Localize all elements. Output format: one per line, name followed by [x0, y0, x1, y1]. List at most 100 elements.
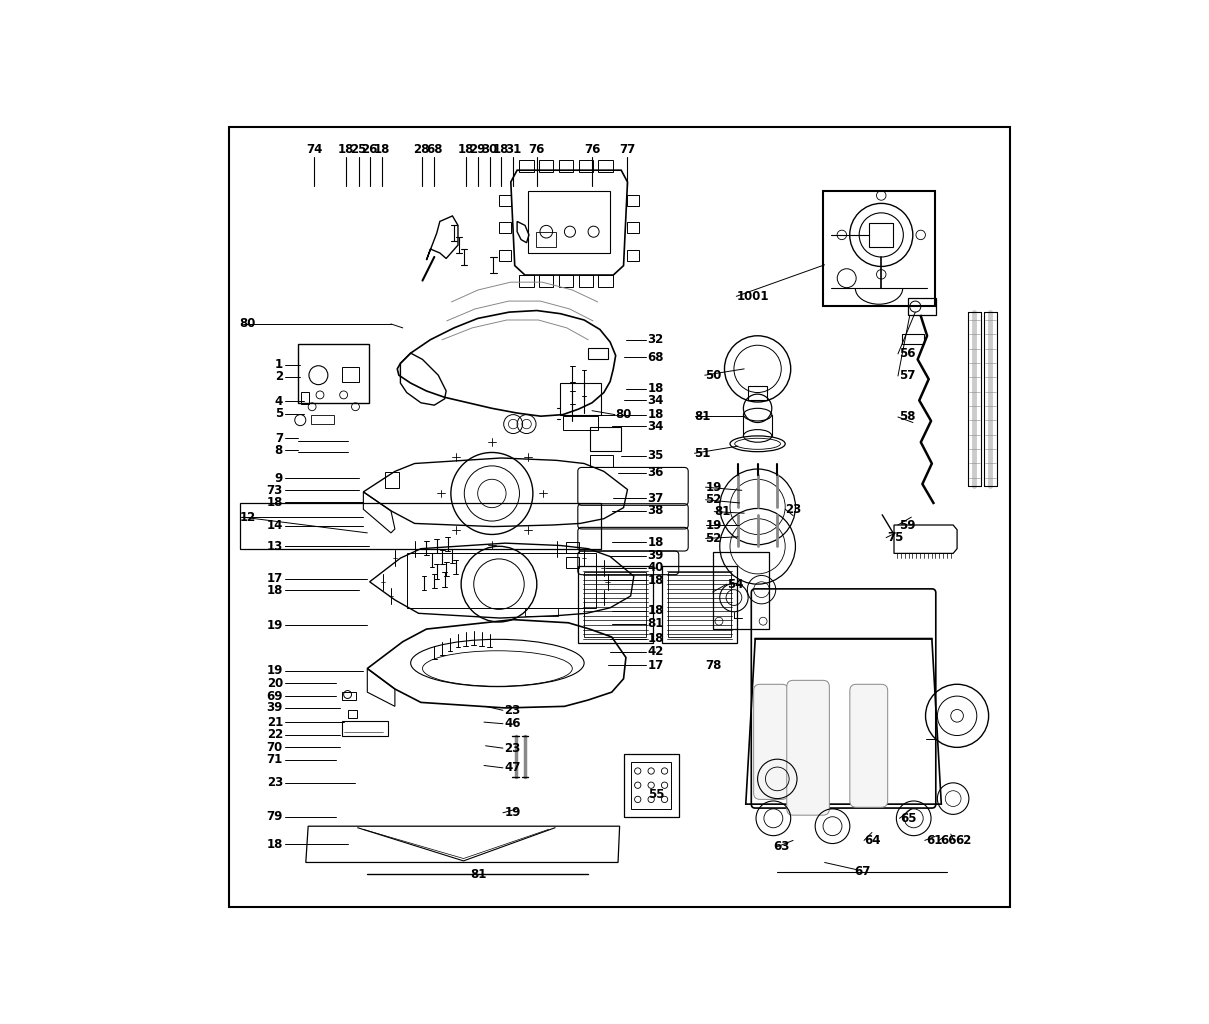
Bar: [624, 754, 678, 817]
Text: 40: 40: [647, 561, 664, 574]
Text: 23: 23: [267, 776, 283, 790]
Text: 19: 19: [706, 480, 722, 494]
Text: 5: 5: [274, 408, 283, 420]
Text: 71: 71: [267, 754, 283, 767]
Text: 9: 9: [274, 472, 283, 485]
Text: 81: 81: [694, 410, 711, 423]
Text: 67: 67: [855, 865, 870, 879]
Bar: [342, 692, 357, 700]
Bar: [563, 416, 598, 430]
Text: 18: 18: [647, 632, 664, 645]
Bar: [347, 711, 357, 718]
Bar: [669, 572, 730, 637]
Text: 18: 18: [493, 142, 509, 156]
Bar: [588, 347, 608, 359]
Text: 34: 34: [647, 394, 664, 407]
Text: 36: 36: [647, 467, 664, 479]
Bar: [406, 553, 596, 608]
Text: 61: 61: [926, 834, 943, 847]
Text: 17: 17: [647, 658, 664, 672]
Text: 59: 59: [899, 518, 916, 531]
Bar: [908, 298, 936, 315]
Text: 70: 70: [267, 740, 283, 754]
Bar: [598, 160, 613, 172]
Text: 30: 30: [481, 142, 498, 156]
Text: 19: 19: [706, 518, 722, 531]
Text: 54: 54: [727, 578, 744, 591]
Text: 1001: 1001: [736, 290, 769, 303]
Text: 79: 79: [266, 810, 283, 823]
Bar: [598, 275, 613, 287]
Text: 14: 14: [266, 519, 283, 532]
Text: 18: 18: [647, 382, 664, 395]
Bar: [590, 455, 613, 467]
Text: 58: 58: [899, 411, 916, 424]
Text: 80: 80: [615, 409, 631, 421]
Text: 68: 68: [647, 350, 664, 364]
Bar: [384, 472, 399, 488]
FancyBboxPatch shape: [753, 684, 788, 800]
Text: 78: 78: [705, 658, 721, 672]
Bar: [566, 542, 579, 553]
Text: 19: 19: [266, 618, 283, 632]
Bar: [579, 275, 592, 287]
Bar: [520, 160, 533, 172]
Text: 77: 77: [619, 142, 636, 156]
FancyBboxPatch shape: [787, 680, 829, 815]
Text: 20: 20: [267, 677, 283, 690]
Text: 23: 23: [504, 703, 521, 717]
Text: 1: 1: [274, 358, 283, 372]
Bar: [525, 608, 559, 615]
Text: 31: 31: [505, 142, 521, 156]
Text: 39: 39: [266, 701, 283, 715]
Bar: [239, 503, 601, 549]
Bar: [539, 160, 554, 172]
Bar: [869, 223, 893, 247]
Text: 46: 46: [504, 717, 521, 730]
Bar: [566, 557, 579, 567]
Text: 25: 25: [351, 142, 366, 156]
Bar: [712, 552, 769, 629]
Bar: [578, 566, 653, 643]
Text: 66: 66: [941, 834, 958, 847]
Bar: [627, 222, 640, 233]
Text: 34: 34: [647, 420, 664, 433]
Text: 73: 73: [267, 483, 283, 497]
Text: 65: 65: [901, 812, 916, 824]
Text: 23: 23: [504, 741, 521, 755]
Text: 74: 74: [306, 142, 323, 156]
Text: 18: 18: [647, 409, 664, 421]
Text: 56: 56: [899, 347, 916, 360]
Text: 80: 80: [239, 317, 256, 331]
Bar: [902, 334, 924, 344]
Text: 29: 29: [469, 142, 486, 156]
Text: 32: 32: [647, 333, 664, 346]
Text: 76: 76: [584, 142, 600, 156]
Text: 50: 50: [705, 369, 721, 382]
Text: 18: 18: [647, 573, 664, 587]
Bar: [539, 275, 554, 287]
Text: 19: 19: [266, 665, 283, 677]
Text: 13: 13: [267, 540, 283, 553]
Text: 52: 52: [706, 531, 722, 545]
Text: 23: 23: [785, 503, 802, 516]
Bar: [520, 275, 533, 287]
Bar: [342, 721, 388, 736]
Text: 62: 62: [955, 834, 972, 847]
Text: 18: 18: [647, 536, 664, 549]
Text: 69: 69: [266, 689, 283, 702]
Text: 52: 52: [706, 494, 722, 506]
FancyBboxPatch shape: [850, 684, 887, 807]
Bar: [297, 344, 369, 402]
Bar: [301, 392, 310, 404]
Text: 57: 57: [899, 370, 916, 383]
Bar: [631, 762, 671, 809]
Text: 12: 12: [239, 511, 256, 523]
Bar: [528, 191, 611, 253]
Bar: [559, 160, 573, 172]
Text: 35: 35: [647, 450, 664, 462]
Bar: [311, 415, 334, 424]
Bar: [748, 386, 767, 400]
Text: 7: 7: [274, 432, 283, 444]
Text: 81: 81: [715, 505, 730, 518]
